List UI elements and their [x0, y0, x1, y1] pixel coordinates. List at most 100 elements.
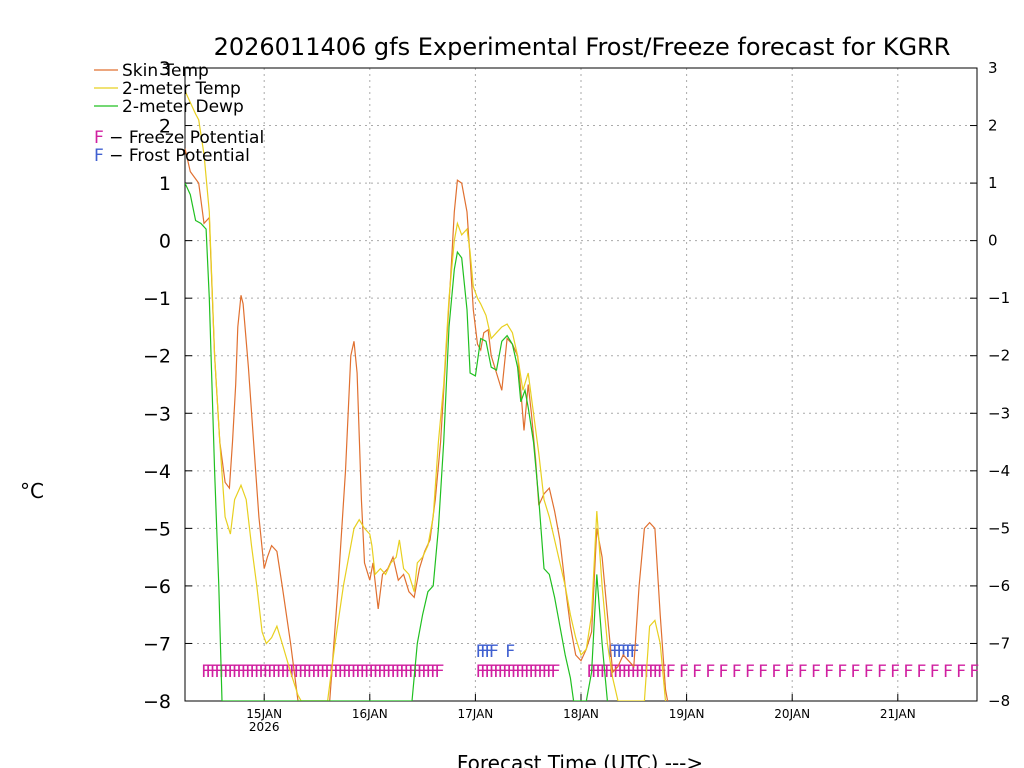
- freeze-marker: F: [502, 662, 512, 682]
- freeze-marker: F: [851, 662, 861, 682]
- x-axis-label: Forecast Time (UTC) --->: [457, 751, 703, 768]
- y-tick-label-right: −4: [988, 462, 1010, 480]
- freeze-marker: F: [258, 662, 268, 682]
- freeze-marker: F: [546, 662, 556, 682]
- freeze-marker: F: [705, 662, 715, 682]
- y-tick-label-right: −7: [988, 634, 1010, 652]
- x-tick-label: 16JAN: [352, 707, 388, 721]
- freeze-marker: F: [542, 662, 552, 682]
- freeze-marker: F: [303, 662, 313, 682]
- freeze-marker: F: [280, 662, 290, 682]
- freeze-marker: F: [421, 662, 431, 682]
- freeze-marker: F: [369, 662, 379, 682]
- freeze-marker: F: [732, 662, 742, 682]
- y-tick-label-right: −2: [988, 347, 1010, 365]
- freeze-marker: F: [245, 662, 255, 682]
- freeze-marker: F: [430, 662, 440, 682]
- series-line-2-meter-dewp: [185, 182, 608, 701]
- frost-marker: F: [612, 642, 622, 662]
- freeze-marker: F: [877, 662, 887, 682]
- freeze-marker: F: [631, 662, 641, 682]
- freeze-marker: F: [333, 662, 343, 682]
- frost-marker: F: [476, 642, 486, 662]
- freeze-marker: F: [537, 662, 547, 682]
- y-axis-label: °C: [20, 479, 44, 503]
- freeze-marker: F: [626, 662, 636, 682]
- freeze-marker: F: [377, 662, 387, 682]
- freeze-marker: F: [391, 662, 401, 682]
- y-tick-label-right: 2: [988, 117, 998, 135]
- freeze-marker: F: [493, 662, 503, 682]
- x-tick-label: 15JAN: [246, 707, 282, 721]
- freeze-marker: F: [338, 662, 348, 682]
- freeze-marker: F: [241, 662, 251, 682]
- series-lines: [185, 90, 669, 701]
- y-tick-label-left: −4: [143, 461, 171, 483]
- y-tick-label-left: 3: [159, 58, 171, 80]
- freeze-marker: F: [435, 662, 445, 682]
- legend-marker-entry: F − Freeze Potential: [94, 128, 264, 148]
- freeze-marker: F: [355, 662, 365, 682]
- freeze-marker: F: [591, 662, 601, 682]
- freeze-marker: F: [386, 662, 396, 682]
- y-tick-label-left: 1: [159, 173, 171, 195]
- plot-frame: [184, 67, 978, 702]
- freeze-marker: F: [267, 662, 277, 682]
- freeze-marker: F: [811, 662, 821, 682]
- x-tick-label: 20JAN: [774, 707, 810, 721]
- freeze-marker: F: [864, 662, 874, 682]
- freeze-marker: F: [635, 662, 645, 682]
- freeze-marker: F: [325, 662, 335, 682]
- y-tick-label-left: 2: [159, 116, 171, 138]
- legend-marker-entry: F − Frost Potential: [94, 146, 250, 166]
- y-tick-label-right: −6: [988, 577, 1010, 595]
- y-tick-label-left: −6: [143, 576, 171, 598]
- y-tick-label-right: 0: [988, 232, 998, 250]
- y-tick-label-right: −1: [988, 289, 1010, 307]
- freeze-marker: F: [404, 662, 414, 682]
- grid-lines: [185, 68, 977, 701]
- legend-marker-symbol: F: [94, 146, 104, 166]
- freeze-marker: F: [476, 662, 486, 682]
- freeze-marker: F: [520, 662, 530, 682]
- freeze-marker: F: [903, 662, 913, 682]
- freeze-marker: F: [595, 662, 605, 682]
- y-tick-label-right: 3: [988, 59, 998, 77]
- x-tick-label: 17JAN: [458, 707, 494, 721]
- freeze-marker: F: [214, 662, 224, 682]
- y-tick-label-left: −7: [143, 633, 171, 655]
- freeze-marker: F: [613, 662, 623, 682]
- freeze-marker: F: [719, 662, 729, 682]
- freeze-marker: F: [413, 662, 423, 682]
- freeze-marker: F: [236, 662, 246, 682]
- freeze-marker: F: [320, 662, 330, 682]
- x-tick-label: 19JAN: [669, 707, 705, 721]
- freeze-marker: F: [943, 662, 953, 682]
- legend-label: 2-meter Temp: [122, 79, 241, 99]
- freeze-marker: F: [228, 662, 238, 682]
- freeze-marker: F: [201, 662, 211, 682]
- freeze-marker: F: [395, 662, 405, 682]
- freeze-marker: F: [745, 662, 755, 682]
- freeze-marker: F: [758, 662, 768, 682]
- freeze-marker: F: [785, 662, 795, 682]
- freeze-marker: F: [890, 662, 900, 682]
- frost-marker: F: [608, 642, 618, 662]
- chart-title: 2026011406 gfs Experimental Frost/Freeze…: [214, 33, 951, 61]
- y-tick-label-left: −2: [143, 346, 171, 368]
- freeze-marker: F: [798, 662, 808, 682]
- freeze-marker: F: [399, 662, 409, 682]
- freeze-marker: F: [219, 662, 229, 682]
- freeze-marker: F: [666, 662, 676, 682]
- legend-label: 2-meter Dewp: [122, 97, 244, 117]
- legend-marker-text: − Freeze Potential: [104, 128, 264, 148]
- series-line-2-meter-temp: [185, 90, 667, 701]
- freeze-marker: F: [529, 662, 539, 682]
- y-tick-label-right: 1: [988, 174, 998, 192]
- y-axis-left: 3 2 1 0 −1 −2 −3 −4 −5 −6 −7 −8: [143, 58, 192, 713]
- freeze-marker: F: [232, 662, 242, 682]
- legend-marker-symbol: F: [94, 128, 104, 148]
- freeze-marker: F: [489, 662, 499, 682]
- freeze-marker: F: [657, 662, 667, 682]
